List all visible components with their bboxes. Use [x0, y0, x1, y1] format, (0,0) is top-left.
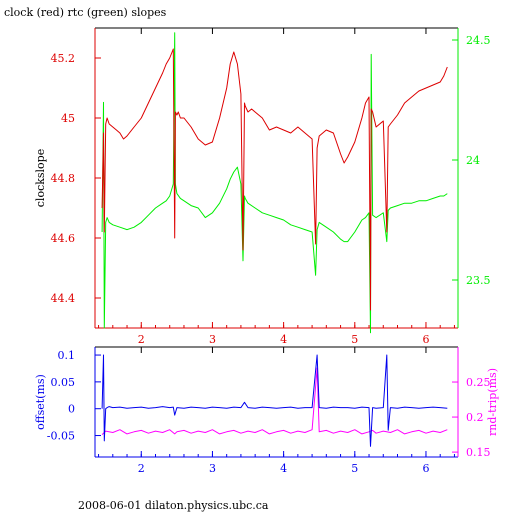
footer-host-date: 2008-06-01 dilaton.physics.ubc.ca: [78, 499, 269, 512]
series-line-rtc: [101, 32, 448, 334]
y-tick-label-left: 45.2: [51, 52, 76, 65]
x-tick-label: 6: [422, 333, 429, 346]
y-axis-label: clockslope: [34, 149, 47, 207]
series-line-offset: [101, 354, 448, 447]
x-tick-label: 2: [138, 462, 145, 475]
x-tick-label: 2: [138, 333, 145, 346]
y-tick-label-left: 44.8: [51, 172, 76, 185]
y-tick-label-left: 44.6: [51, 232, 76, 245]
y2-axis-label: rnd-trip(ms): [486, 368, 499, 436]
x-tick-label: 4: [280, 462, 287, 475]
x-tick-label: 5: [351, 462, 358, 475]
series-line-rnd-trip: [101, 367, 448, 435]
y-tick-label-left: 0.1: [58, 349, 76, 362]
y-tick-label-left: 45: [61, 112, 75, 125]
x-tick-label: 3: [209, 333, 216, 346]
y-tick-label-left: -0.05: [47, 430, 75, 443]
y-tick-label-right: 24: [466, 154, 480, 167]
y-tick-label-left: 0.05: [51, 376, 76, 389]
y-tick-label-right: 0.15: [466, 446, 491, 459]
x-tick-label: 3: [209, 462, 216, 475]
y-tick-label-right: 0.25: [466, 376, 491, 389]
y-tick-label-right: 0.2: [466, 411, 484, 424]
slope-panel: 2 3 4 5 644.444.644.84545.223.52424.5clocksl…: [34, 27, 491, 346]
y-tick-label-left: 44.4: [51, 292, 76, 305]
chart-title: clock (red) rtc (green) slopes: [4, 6, 167, 19]
x-tick-label: 4: [280, 333, 287, 346]
offset-panel: 2 3 4 5 6 -0.05 0 0.05 0.1 0.15 0.2 0.25 offset(ms) r…: [34, 346, 499, 475]
y-tick-label-left: 0: [68, 403, 75, 416]
x-tick-label: 6: [422, 462, 429, 475]
series-line-clock: [101, 48, 448, 311]
y-tick-label-right: 23.5: [466, 274, 491, 287]
y-tick-label-right: 24.5: [466, 34, 491, 47]
y-axis-label: offset(ms): [34, 374, 47, 430]
x-tick-label: 5: [351, 333, 358, 346]
